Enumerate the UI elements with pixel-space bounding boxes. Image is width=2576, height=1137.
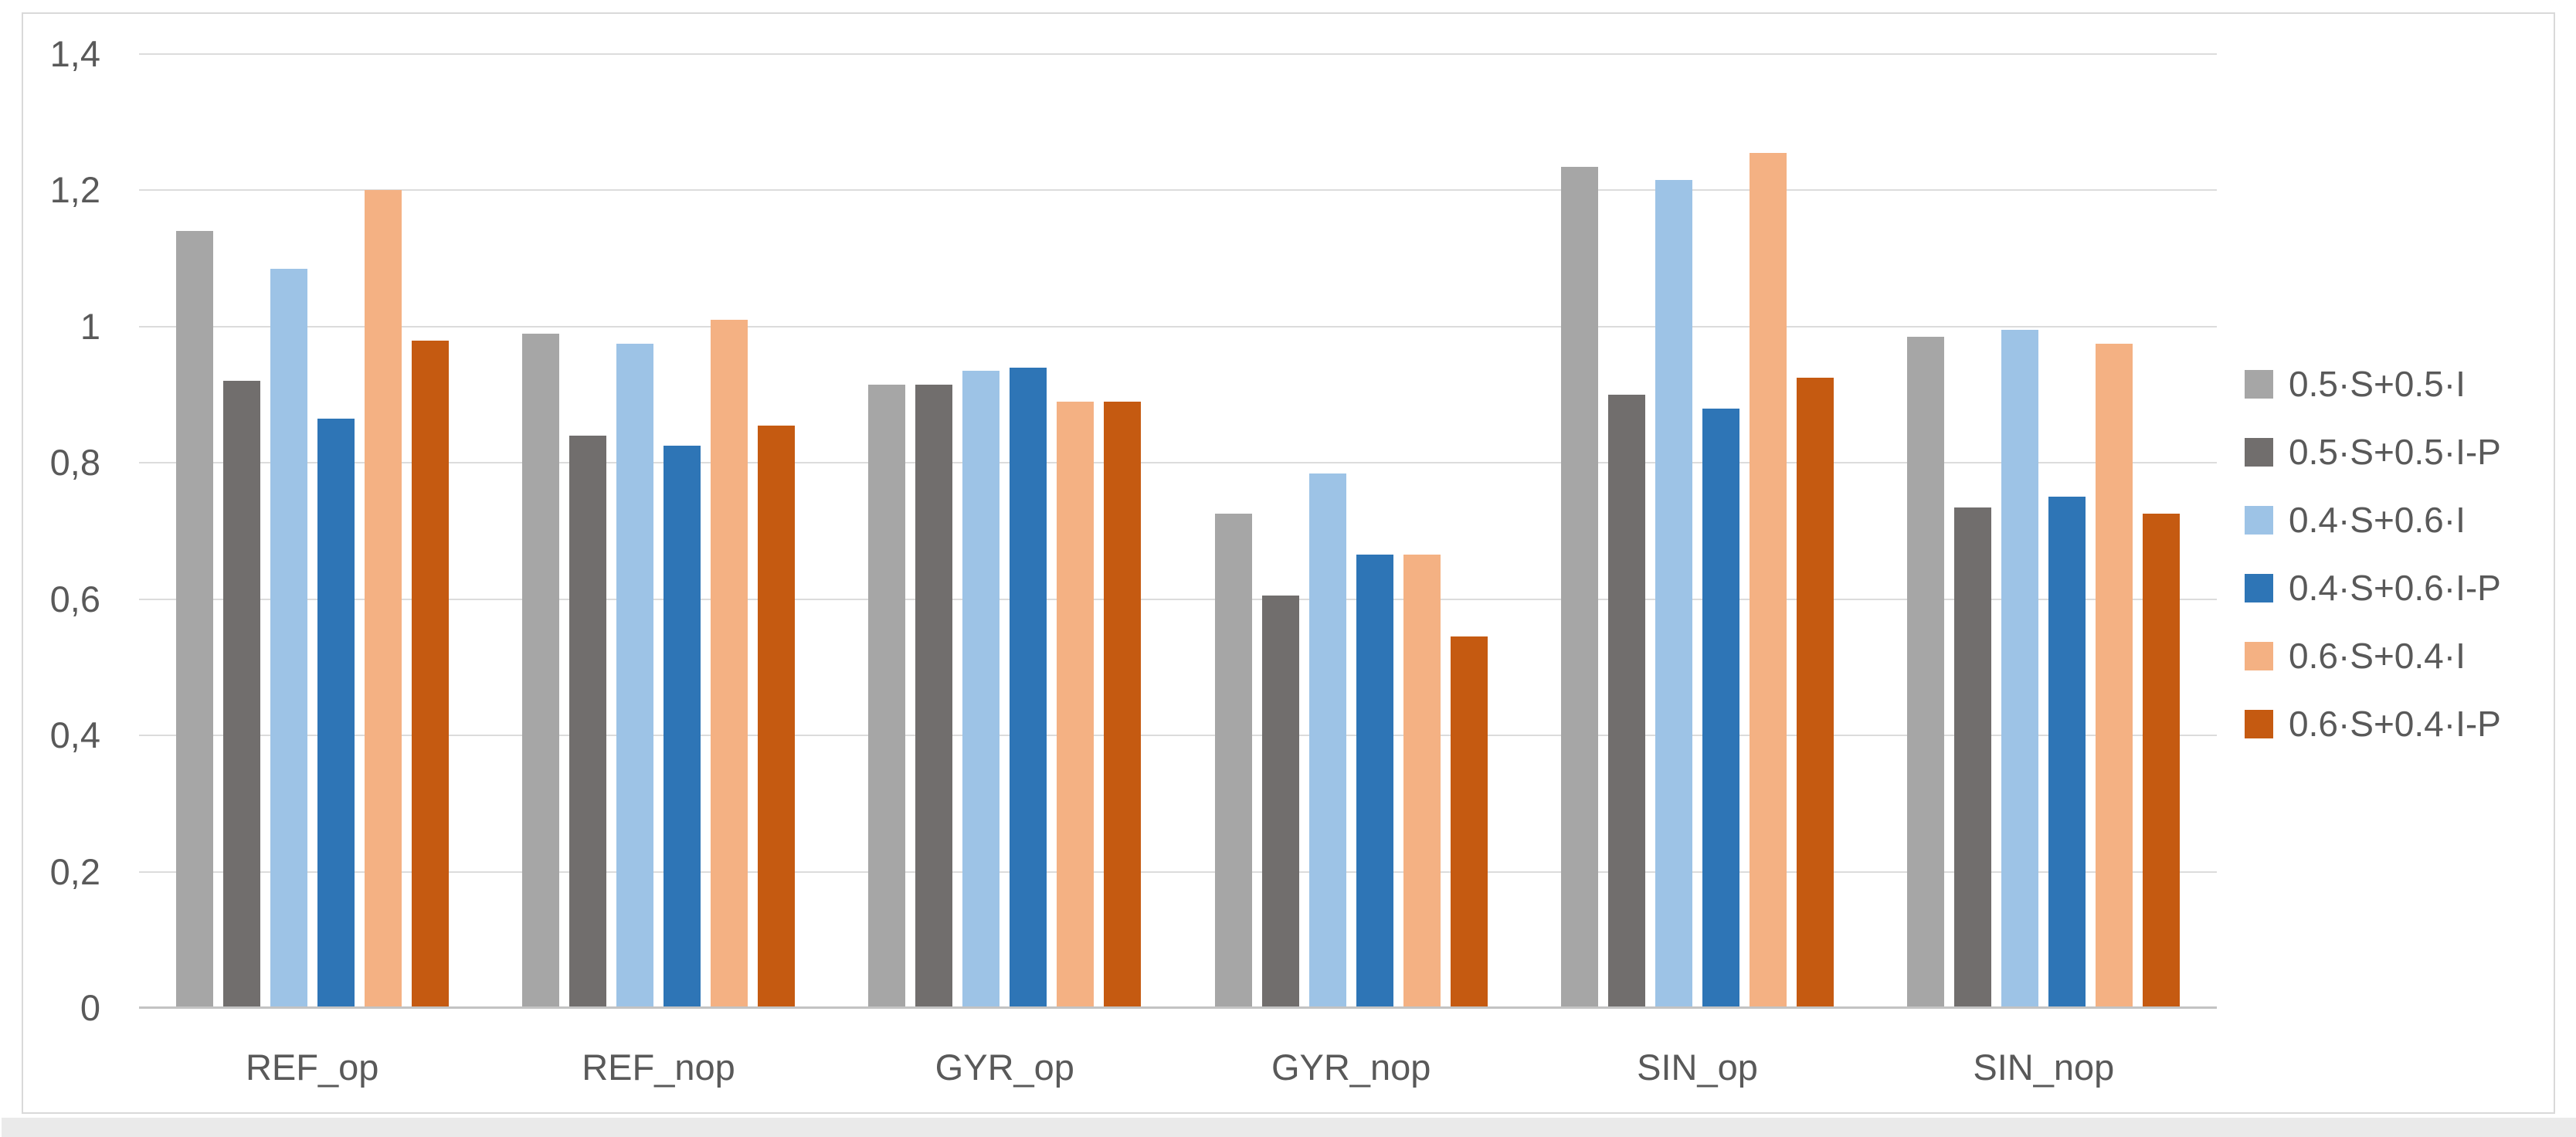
page-bottom-strip — [2, 1118, 2576, 1137]
legend-swatch-icon — [2245, 437, 2273, 467]
bar-GYR_nop-series-4 — [1403, 555, 1441, 1008]
bar-SIN_op-series-4 — [1750, 152, 1787, 1008]
bar-REF_nop-series-2 — [616, 343, 653, 1008]
bar-SIN_nop-series-2 — [2001, 330, 2039, 1008]
bar-SIN_nop-series-1 — [1954, 507, 1992, 1008]
bar-SIN_nop-series-0 — [1907, 337, 1945, 1008]
legend-item: 0.5·S+0.5·I-P — [2245, 418, 2501, 486]
bar-SIN_op-series-0 — [1561, 166, 1598, 1008]
bar-GYR_nop-series-5 — [1450, 636, 1488, 1008]
y-tick-label: 0,4 — [49, 714, 100, 756]
x-tick-label-GYR_op: GYR_op — [935, 1047, 1074, 1088]
bar-SIN_op-series-5 — [1797, 378, 1834, 1008]
bar-REF_nop-series-0 — [522, 333, 559, 1008]
bar-REF_nop-series-5 — [758, 425, 795, 1008]
bar-GYR_nop-series-0 — [1214, 514, 1252, 1008]
legend-item: 0.4·S+0.6·I — [2245, 486, 2501, 554]
y-tick-label: 0,2 — [49, 850, 100, 892]
bar-REF_op-series-3 — [317, 418, 355, 1008]
legend-swatch-icon — [2245, 641, 2273, 670]
bar-SIN_nop-series-5 — [2143, 514, 2181, 1008]
legend-item: 0.5·S+0.5·I — [2245, 350, 2501, 418]
bar-REF_op-series-4 — [364, 190, 402, 1008]
bar-REF_nop-series-3 — [664, 446, 701, 1008]
bar-REF_op-series-0 — [175, 231, 213, 1008]
bar-GYR_nop-series-2 — [1308, 473, 1346, 1008]
bar-GYR_nop-series-3 — [1356, 555, 1393, 1008]
bar-REF_nop-series-4 — [711, 320, 748, 1008]
plot-area — [139, 53, 2217, 1009]
bar-SIN_nop-series-3 — [2048, 497, 2086, 1008]
legend-label: 0.4·S+0.6·I — [2289, 500, 2466, 540]
bar-GYR_op-series-0 — [868, 384, 906, 1008]
legend-swatch-icon — [2245, 573, 2273, 602]
x-tick-label-GYR_nop: GYR_nop — [1271, 1047, 1431, 1088]
x-axis-line — [139, 1006, 2217, 1009]
legend-swatch-icon — [2245, 369, 2273, 399]
bar-SIN_op-series-1 — [1608, 395, 1645, 1008]
bar-SIN_op-series-3 — [1702, 408, 1739, 1008]
bar-REF_op-series-5 — [411, 340, 449, 1008]
legend-item: 0.6·S+0.4·I — [2245, 622, 2501, 690]
bar-GYR_op-series-3 — [1010, 367, 1047, 1008]
bar-GYR_op-series-1 — [915, 384, 953, 1008]
gridline-1,4 — [139, 53, 2217, 55]
bar-GYR_op-series-5 — [1104, 401, 1142, 1008]
gridline-1,2 — [139, 189, 2217, 192]
legend-label: 0.6·S+0.4·I — [2289, 636, 2466, 676]
x-tick-label-REF_op: REF_op — [245, 1047, 379, 1088]
gridline-1 — [139, 325, 2217, 328]
legend-swatch-icon — [2245, 709, 2273, 738]
x-tick-label-SIN_nop: SIN_nop — [1973, 1047, 2115, 1088]
legend-swatch-icon — [2245, 505, 2273, 535]
legend-item: 0.4·S+0.6·I-P — [2245, 554, 2501, 622]
y-tick-label: 0,6 — [49, 578, 100, 619]
legend-label: 0.4·S+0.6·I-P — [2289, 568, 2501, 608]
x-tick-label-SIN_op: SIN_op — [1637, 1047, 1758, 1088]
gridline-0,4 — [139, 735, 2217, 737]
bar-SIN_nop-series-4 — [2096, 343, 2133, 1008]
x-tick-label-REF_nop: REF_nop — [582, 1047, 735, 1088]
legend-label: 0.5·S+0.5·I — [2289, 364, 2466, 404]
bar-REF_op-series-2 — [270, 268, 307, 1008]
legend-item: 0.6·S+0.4·I-P — [2245, 690, 2501, 758]
gridline-0,6 — [139, 598, 2217, 600]
gridline-0,8 — [139, 462, 2217, 464]
y-tick-label: 1 — [80, 305, 100, 347]
bar-GYR_op-series-4 — [1057, 401, 1095, 1008]
legend-label: 0.5·S+0.5·I-P — [2289, 432, 2501, 472]
bar-GYR_nop-series-1 — [1261, 596, 1299, 1008]
legend: 0.5·S+0.5·I 0.5·S+0.5·I-P 0.4·S+0.6·I 0.4·S… — [2245, 350, 2501, 758]
y-tick-label: 1,2 — [49, 169, 100, 211]
x-axis: REF_op REF_nop GYR_op GYR_nop SIN_op SIN_nop — [139, 1037, 2217, 1098]
y-tick-label: 1,4 — [49, 33, 100, 74]
bar-REF_nop-series-1 — [569, 436, 606, 1008]
legend-label: 0.6·S+0.4·I-P — [2289, 704, 2501, 744]
bar-GYR_op-series-2 — [962, 371, 1000, 1008]
bar-REF_op-series-1 — [222, 381, 260, 1008]
gridline-0,2 — [139, 871, 2217, 873]
bar-SIN_op-series-2 — [1655, 180, 1692, 1008]
y-tick-label: 0,8 — [49, 442, 100, 484]
y-axis: 1,4 1,2 1 0,8 0,6 0,4 0,2 0 — [0, 0, 116, 1137]
y-tick-label: 0 — [80, 987, 100, 1028]
